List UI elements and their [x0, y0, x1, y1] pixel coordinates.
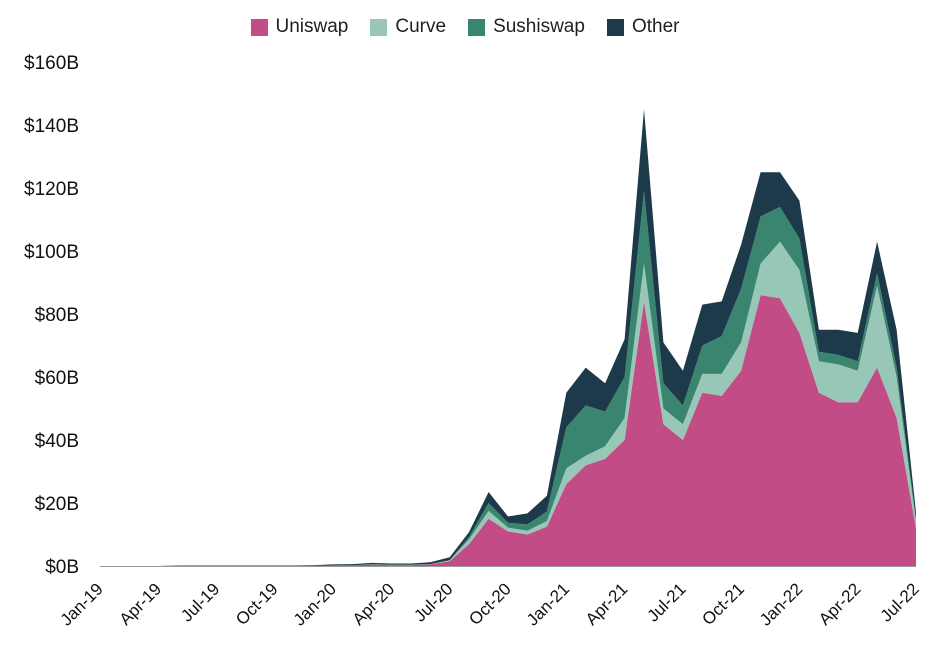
x-tick-label: Jan-21 [523, 579, 573, 629]
x-tick-label: Jul-21 [644, 579, 690, 625]
x-tick-label: Jul-20 [410, 579, 456, 625]
x-tick-label: Jul-22 [877, 579, 923, 625]
y-tick-label: $140B [24, 116, 79, 137]
x-tick-label: Jul-19 [177, 579, 223, 625]
legend: Uniswap Curve Sushiswap Other [0, 16, 930, 38]
legend-swatch-sushiswap [468, 18, 486, 36]
x-tick-label: Apr-22 [815, 579, 865, 629]
x-tick-label: Oct-19 [232, 579, 282, 629]
legend-swatch-uniswap [250, 18, 268, 36]
y-tick-label: $60B [35, 368, 79, 389]
legend-label-curve: Curve [395, 16, 447, 37]
legend-item-curve: Curve [370, 16, 446, 38]
legend-swatch-other [606, 18, 624, 36]
y-tick-label: $80B [35, 305, 79, 326]
x-tick-label: Oct-21 [698, 579, 748, 629]
legend-label-sushiswap: Sushiswap [493, 16, 585, 37]
y-tick-label: $120B [24, 179, 79, 200]
legend-swatch-curve [370, 18, 388, 36]
x-tick-label: Apr-20 [349, 579, 399, 629]
y-tick-label: $20B [35, 494, 79, 515]
x-tick-label: Jan-19 [57, 579, 107, 629]
x-tick-label: Jan-22 [756, 579, 806, 629]
x-tick-label: Jan-20 [290, 579, 340, 629]
legend-item-uniswap: Uniswap [250, 16, 349, 38]
legend-label-other: Other [631, 16, 680, 37]
y-tick-label: $40B [35, 431, 79, 452]
legend-item-other: Other [606, 16, 680, 38]
x-tick-label: Oct-20 [465, 579, 515, 629]
area-uniswap [100, 295, 916, 566]
y-tick-label: $0B [45, 557, 79, 578]
x-tick-label: Apr-19 [116, 579, 166, 629]
legend-label-uniswap: Uniswap [275, 16, 349, 37]
x-tick-label: Apr-21 [582, 579, 632, 629]
legend-item-sushiswap: Sushiswap [468, 16, 585, 38]
y-tick-label: $100B [24, 242, 79, 263]
y-tick-label: $160B [24, 53, 79, 74]
